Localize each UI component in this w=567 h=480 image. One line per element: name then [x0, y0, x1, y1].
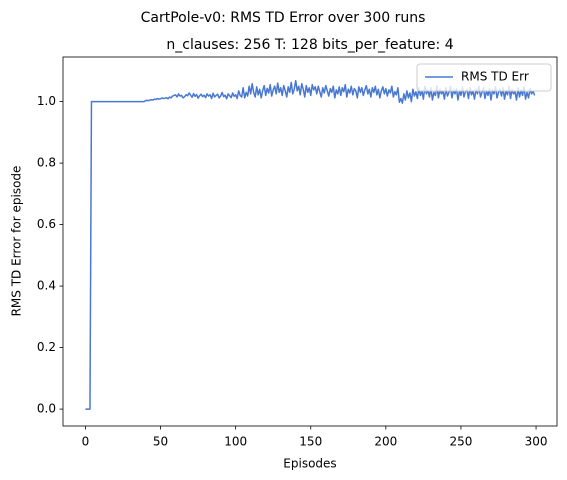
y-tick-label: 0.0: [37, 402, 56, 416]
chart-title: n_clauses: 256 T: 128 bits_per_feature: …: [166, 37, 453, 53]
x-tick-label: 0: [82, 435, 90, 449]
x-tick-label: 300: [525, 435, 548, 449]
x-tick-label: 100: [224, 435, 247, 449]
y-tick-label: 1.0: [37, 94, 56, 108]
legend-label: RMS TD Err: [461, 70, 529, 84]
suptitle: CartPole-v0: RMS TD Error over 300 runs: [141, 10, 426, 26]
y-tick-label: 0.2: [37, 340, 56, 354]
x-tick-label: 150: [299, 435, 322, 449]
y-tick-label: 0.4: [37, 279, 56, 293]
x-tick-label: 50: [153, 435, 168, 449]
y-tick-label: 0.6: [37, 217, 56, 231]
x-tick-label: 200: [374, 435, 397, 449]
y-tick-label: 0.8: [37, 156, 56, 170]
plot-frame: [62, 56, 558, 427]
x-axis-label: Episodes: [283, 457, 336, 471]
data-line: [85, 79, 536, 410]
legend-box: [416, 63, 552, 92]
y-axis-label: RMS TD Error for episode: [10, 166, 24, 317]
x-tick-label: 250: [449, 435, 472, 449]
